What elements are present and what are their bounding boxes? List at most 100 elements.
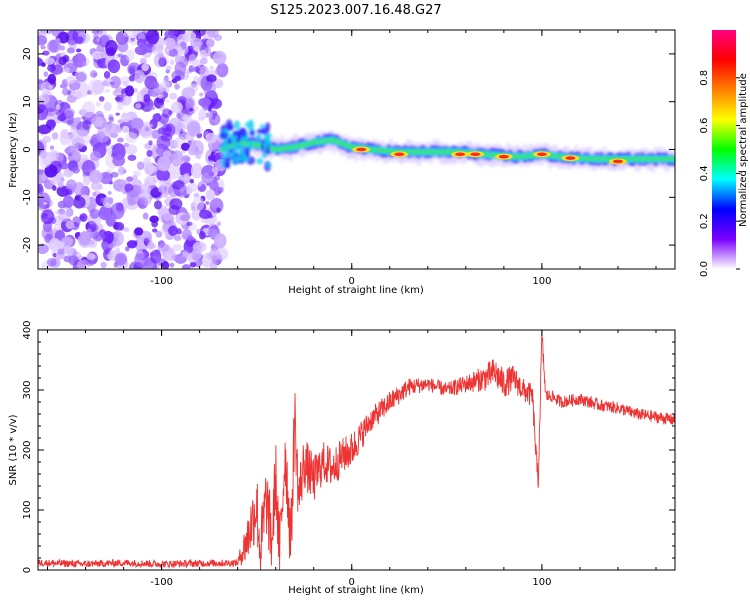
noise-blob (168, 30, 179, 36)
noise-blob (174, 83, 180, 90)
noise-blob (40, 81, 52, 95)
hotspot-core (470, 152, 481, 157)
noise-blob (62, 87, 69, 96)
noise-blob (184, 157, 190, 162)
noise-blob (199, 65, 209, 78)
noise-blob (174, 75, 182, 81)
noise-blob (72, 150, 82, 160)
noise-blob (85, 252, 96, 261)
noise-blob (112, 90, 119, 96)
noise-blob (76, 129, 81, 133)
noise-blob (199, 49, 207, 58)
noise-blob (162, 150, 172, 159)
noise-blob (54, 210, 60, 215)
noise-blob (52, 185, 57, 191)
noise-blob (187, 121, 201, 137)
noise-blob (123, 227, 130, 233)
noise-blob (115, 30, 129, 45)
noise-blob (199, 92, 204, 97)
noise-blob (148, 140, 153, 146)
noise-blob (126, 176, 134, 182)
y-tick-label: 200 (22, 440, 33, 459)
ridge-burst (219, 131, 228, 140)
noise-blob (89, 240, 95, 246)
snr-series-line (38, 333, 675, 570)
noise-blob (190, 163, 203, 179)
noise-blob (152, 113, 162, 123)
noise-blob (88, 169, 103, 184)
noise-blob (57, 211, 71, 222)
noise-blob (76, 36, 84, 44)
noise-speckle (38, 30, 229, 269)
ridge-centre (672, 157, 675, 162)
noise-blob (75, 117, 82, 122)
noise-blob (100, 261, 107, 269)
noise-blob (172, 243, 183, 252)
noise-blob (216, 221, 222, 227)
noise-blob (199, 57, 208, 65)
noise-blob (169, 92, 178, 100)
noise-blob (159, 81, 170, 89)
ridge-burst (255, 134, 262, 140)
noise-blob (141, 63, 150, 72)
noise-blob (181, 251, 189, 258)
noise-blob (69, 127, 78, 134)
colorbar-ticks: 0.0 0.2 0.4 0.6 0.8 (699, 70, 740, 277)
colorbar-tick-label: 0.8 (699, 70, 710, 86)
noise-blob (184, 56, 190, 63)
noise-blob (191, 206, 196, 211)
ridge-burst (247, 119, 255, 132)
noise-blob (169, 262, 175, 268)
noise-blob (63, 83, 68, 88)
noise-blob (136, 161, 145, 171)
noise-blob (74, 232, 81, 238)
noise-blob (158, 57, 167, 67)
noise-blob (128, 75, 135, 82)
noise-blob (164, 99, 170, 103)
y-tick-label: 400 (22, 320, 33, 339)
noise-blob (141, 183, 149, 191)
noise-blob (134, 69, 145, 84)
ridge-burst (259, 124, 265, 129)
noise-blob (120, 178, 127, 186)
noise-blob (38, 243, 49, 255)
noise-blob (44, 57, 55, 65)
colorbar-tick-label: 0.0 (699, 261, 710, 277)
noise-blob (104, 88, 110, 93)
noise-blob (205, 132, 217, 144)
noise-blob (189, 178, 194, 184)
noise-blob (198, 97, 211, 107)
noise-blob (169, 198, 183, 210)
hotspot-core (536, 152, 547, 157)
noise-blob (180, 214, 191, 222)
noise-blob (157, 93, 164, 99)
noise-blob (112, 155, 126, 167)
noise-blob (209, 180, 219, 191)
noise-blob (148, 123, 154, 128)
noise-blob (57, 181, 64, 188)
noise-blob (70, 147, 80, 156)
noise-blob (213, 78, 224, 89)
noise-blob (117, 53, 124, 58)
noise-blob (82, 175, 91, 186)
noise-blob (107, 190, 112, 195)
noise-blob (48, 238, 62, 252)
noise-blob (92, 192, 97, 197)
noise-blob (93, 231, 106, 241)
noise-blob (89, 70, 98, 79)
noise-blob (95, 101, 101, 107)
noise-blob (162, 39, 167, 45)
spectrogram-xlabel: Height of straight line (km) (288, 285, 424, 296)
noise-blob (76, 121, 90, 137)
noise-blob (117, 40, 129, 53)
noise-blob (139, 57, 147, 65)
ridge-burst (222, 139, 229, 151)
noise-blob (169, 59, 175, 66)
noise-blob (47, 73, 57, 85)
noise-blob (193, 46, 200, 52)
noise-blob (38, 104, 48, 121)
noise-blob (136, 38, 147, 47)
noise-blob (208, 155, 216, 161)
noise-blob (64, 108, 75, 116)
